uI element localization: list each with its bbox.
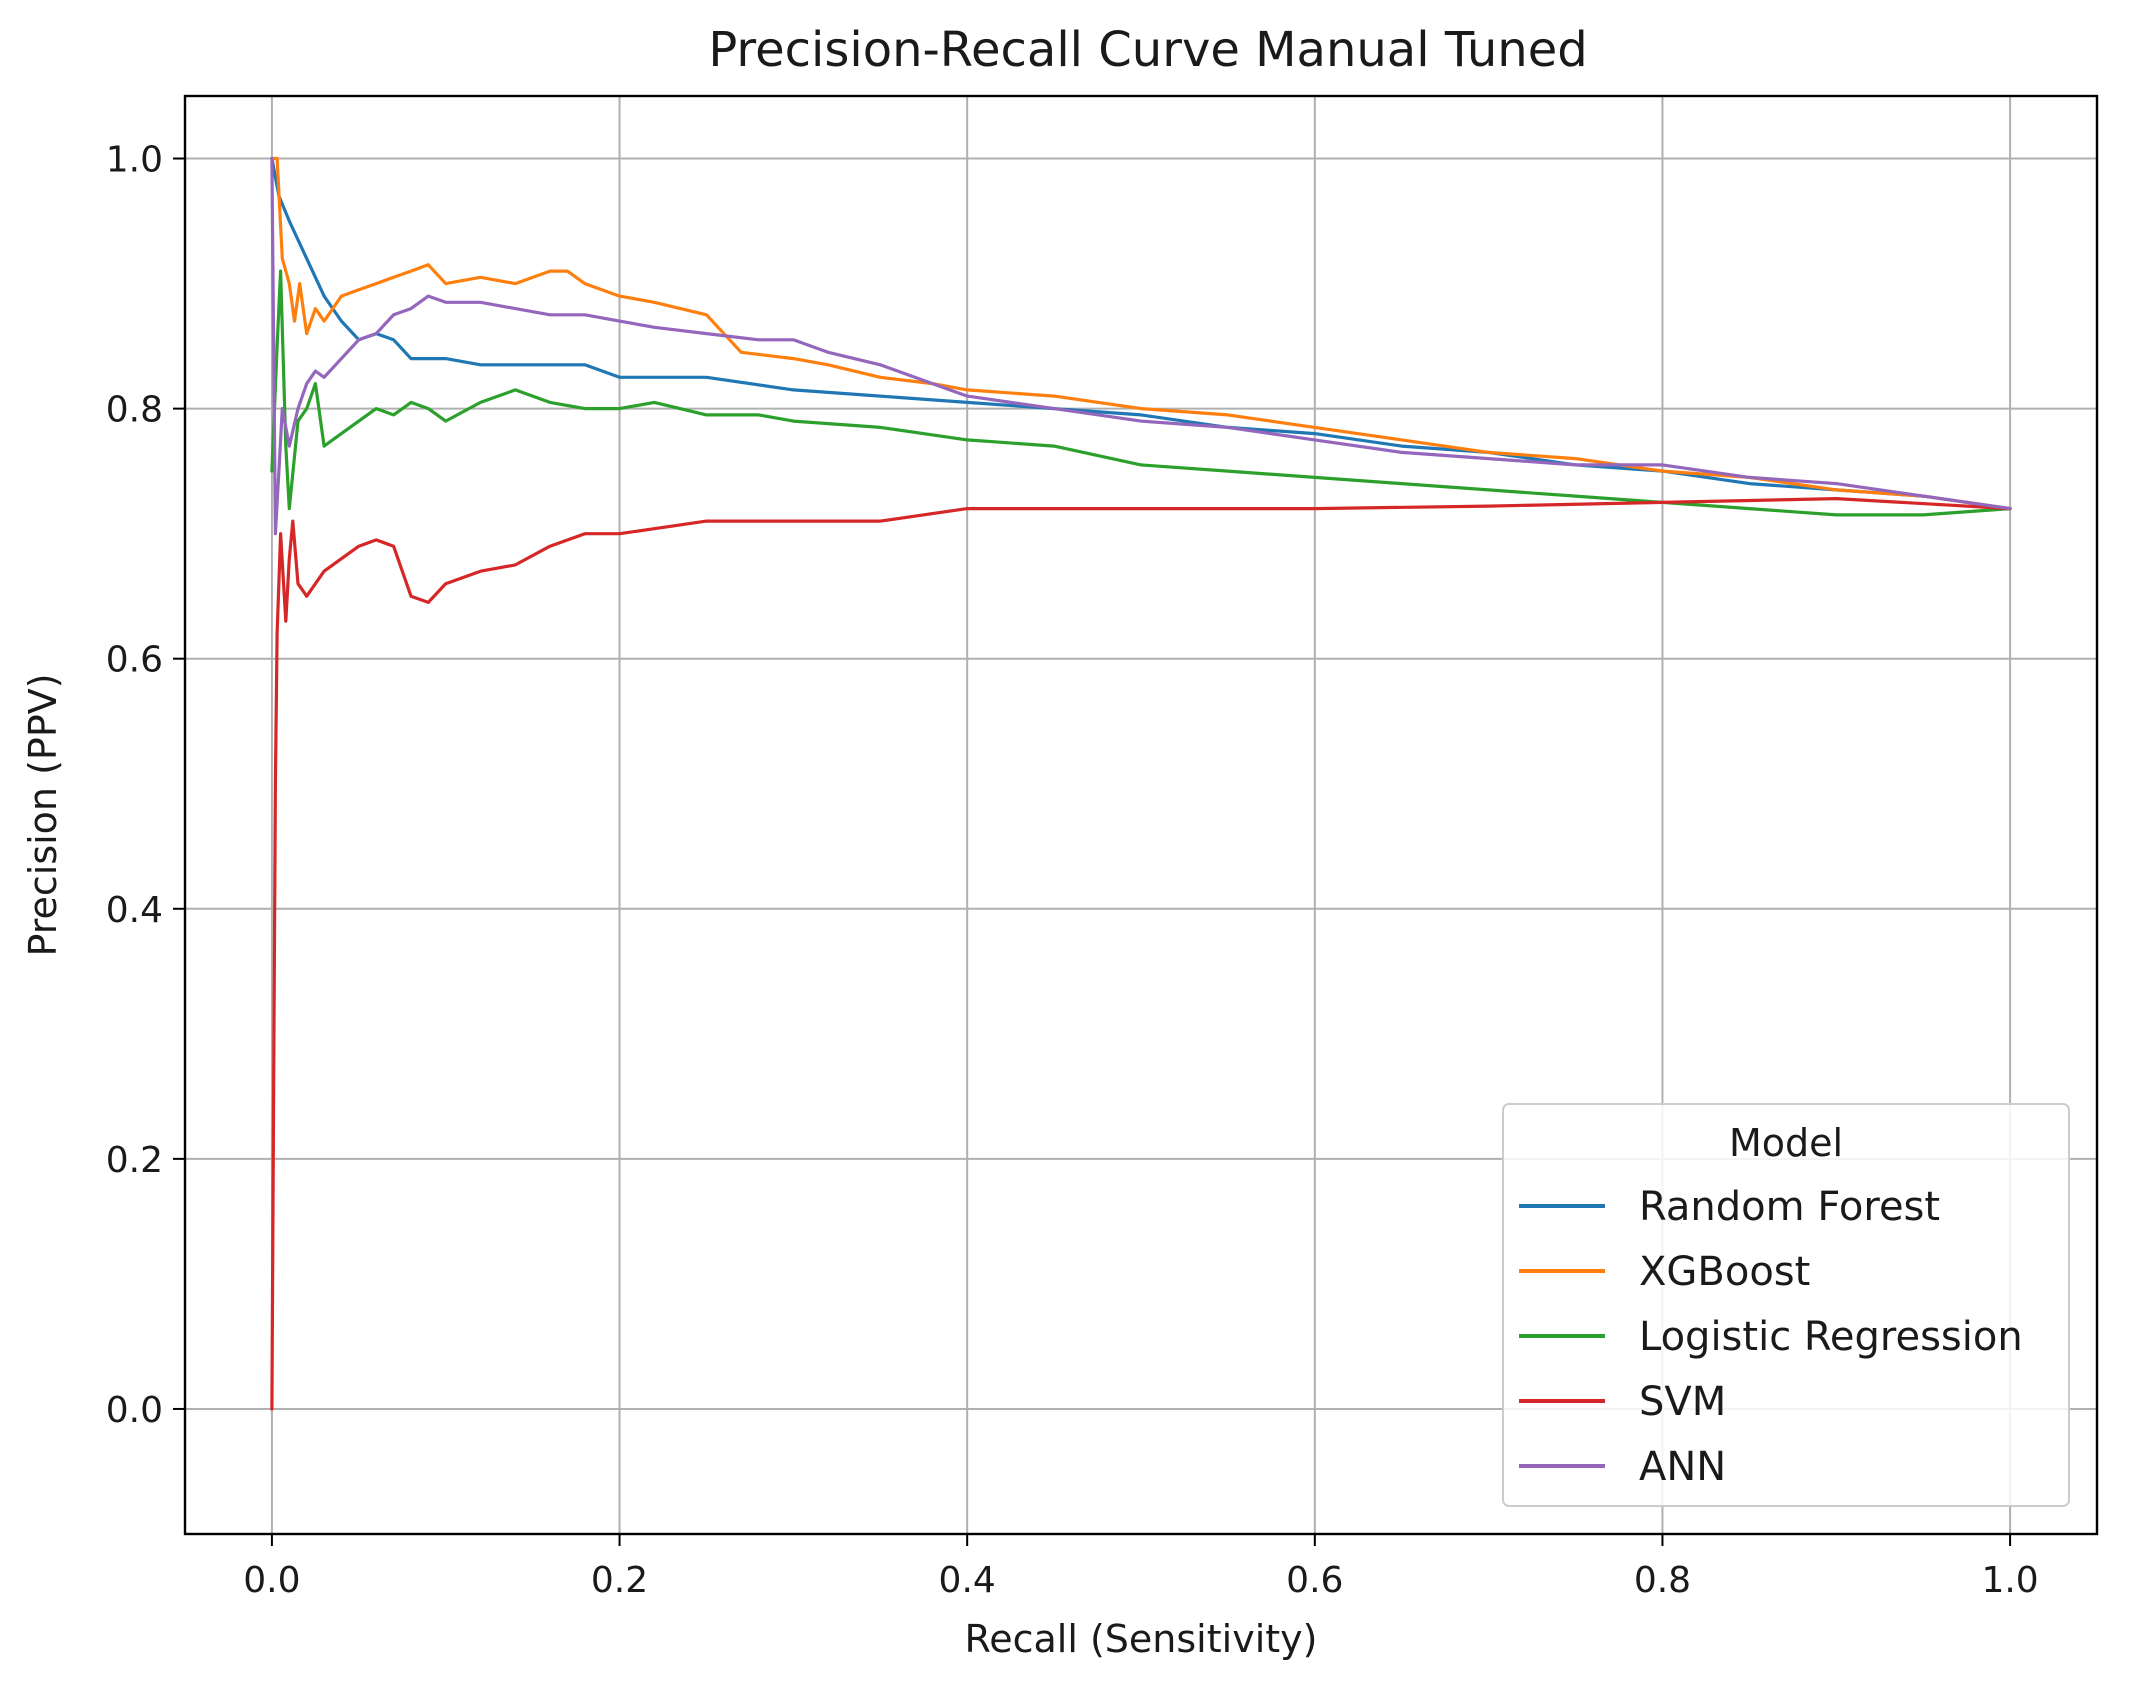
legend-box <box>1502 1103 2070 1507</box>
y-tick-label: 0.6 <box>106 640 163 681</box>
series-layer <box>270 156 2012 1411</box>
chart-title: Precision-Recall Curve Manual Tuned <box>708 22 1587 78</box>
plot-frame <box>183 94 2099 1536</box>
ticks: 0.0 0.2 0.4 0.6 0.8 1.0 0.0 0.2 0.4 0.6 0.8 1.0 <box>106 140 2039 1601</box>
series-line-logistic-regression <box>270 269 2012 517</box>
legend-label: SVM <box>1639 1379 1726 1425</box>
y-tick-label: 0.0 <box>106 1390 163 1431</box>
x-tick-label: 0.4 <box>939 1560 996 1601</box>
y-tick-label: 0.8 <box>106 390 163 431</box>
legend: Model Random Forest XGBoost Logistic Regres… <box>1502 1103 2070 1507</box>
legend-label: XGBoost <box>1639 1249 1810 1295</box>
y-tick-label: 0.4 <box>106 890 163 931</box>
legend-label: Logistic Regression <box>1639 1314 2023 1360</box>
x-tick-label: 1.0 <box>1981 1560 2038 1601</box>
legend-title: Model <box>1729 1121 1843 1165</box>
y-axis-label: Precision (PPV) <box>21 673 65 956</box>
x-axis-label: Recall (Sensitivity) <box>965 1617 1318 1661</box>
x-tick-label: 0.8 <box>1634 1560 1691 1601</box>
x-tick-label: 0.6 <box>1286 1560 1343 1601</box>
x-tick-label: 0.2 <box>591 1560 648 1601</box>
y-tick-label: 0.2 <box>106 1140 163 1181</box>
series-line-svm <box>270 497 2012 1411</box>
legend-label: Random Forest <box>1639 1184 1940 1230</box>
series-line-xgboost <box>270 156 2012 511</box>
x-tick-label: 0.0 <box>243 1560 300 1601</box>
y-tick-label: 1.0 <box>106 140 163 181</box>
series-line-ann <box>270 156 2012 536</box>
legend-label: ANN <box>1639 1444 1726 1490</box>
